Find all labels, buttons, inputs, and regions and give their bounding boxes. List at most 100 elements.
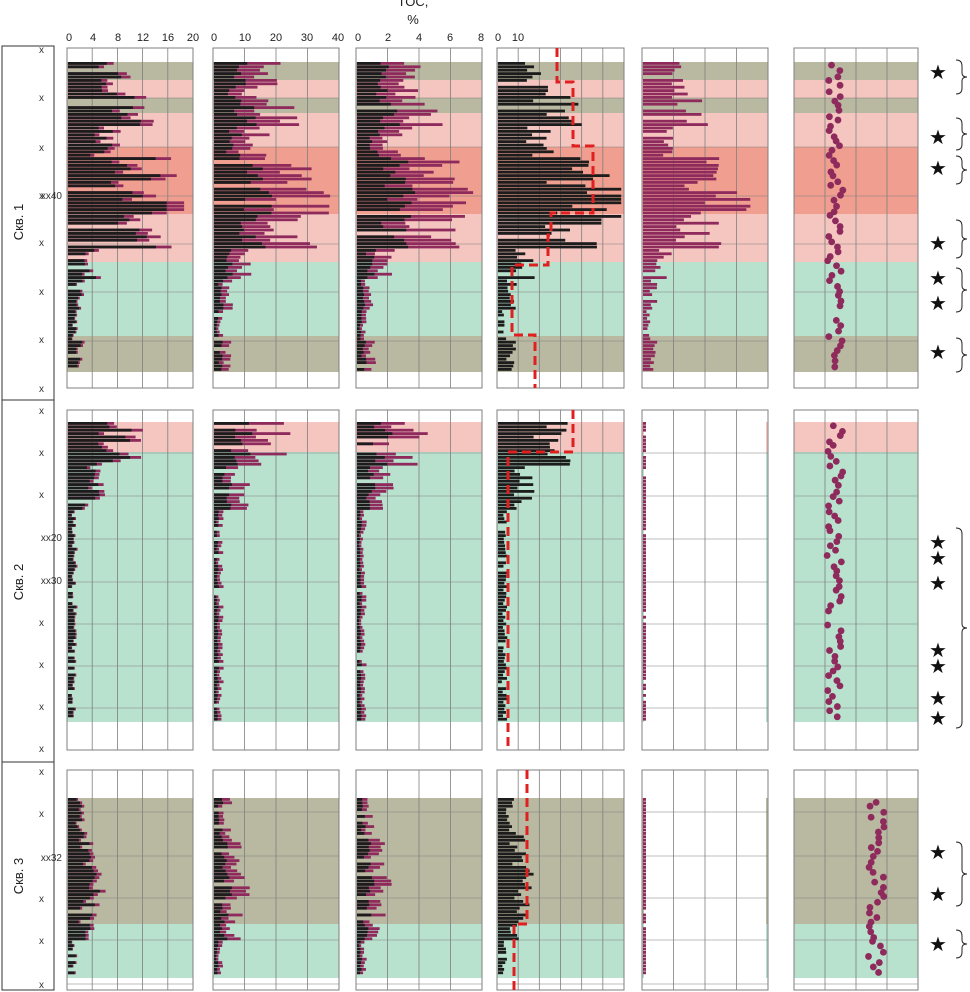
profile-bar-black	[68, 215, 124, 218]
profile-bar-black	[214, 442, 243, 446]
profile-bar	[643, 947, 646, 951]
profile-bar	[643, 215, 692, 218]
profile-bar-black	[357, 571, 361, 575]
profile-bar	[498, 903, 530, 907]
profile-bar	[498, 913, 526, 917]
depth-label: x	[39, 660, 44, 671]
profile-bar	[643, 673, 646, 677]
threshold-line	[506, 410, 575, 750]
sample-point	[830, 196, 838, 204]
profile-bar-black	[357, 225, 384, 228]
profile-bar-black	[68, 507, 83, 510]
profile-bar-black	[357, 687, 361, 690]
profile-bar-black	[68, 75, 122, 79]
profile-bar-black	[68, 961, 76, 964]
profile-bar-black	[68, 544, 72, 548]
profile-bar	[643, 313, 650, 317]
profile-bar	[643, 835, 646, 839]
profile-bar	[498, 238, 566, 242]
profile-bar-black	[68, 677, 74, 680]
sample-point	[865, 953, 872, 960]
profile-bar	[498, 622, 507, 626]
profile-bar-black	[357, 849, 370, 852]
profile-bar-black	[68, 136, 107, 140]
depth-label: xx40	[41, 191, 63, 202]
profile-bar	[643, 714, 646, 718]
profile-bar-purple	[357, 595, 367, 599]
profile-bar-black	[214, 910, 221, 913]
profile-bar	[498, 483, 534, 486]
profile-bar-black	[214, 947, 218, 951]
depth-label: x	[39, 618, 44, 629]
profile-bar	[498, 65, 535, 69]
sample-point	[835, 497, 843, 505]
profile-bar	[643, 266, 661, 269]
profile-bar	[643, 866, 646, 869]
profile-bar-black	[68, 425, 110, 429]
profile-bar-black	[214, 551, 219, 554]
profile-bar	[498, 842, 510, 845]
profile-bar	[643, 636, 646, 639]
profile-bar-black	[68, 283, 76, 286]
profile-bar	[498, 920, 519, 924]
depth-label: x	[39, 894, 44, 905]
profile-bar-black	[68, 344, 81, 347]
sample-point	[833, 488, 841, 496]
sample-point	[829, 172, 837, 180]
profile-bar-black	[357, 821, 363, 825]
profile-bar-black	[214, 75, 235, 79]
profile-bar-black	[214, 191, 269, 194]
profile-bar-black	[357, 143, 370, 147]
profile-bar-black	[214, 876, 230, 879]
profile-bar-black	[68, 334, 73, 337]
profile-bar-black	[357, 422, 381, 425]
profile-bar	[643, 811, 646, 815]
well2-column-4	[496, 409, 625, 751]
profile-bar-black	[214, 109, 235, 113]
top-axis-ticks: 0 4 8 12 16 20 0 10 20 30 40 0 2 4 6 8 0…	[66, 32, 524, 44]
profile-bar	[643, 327, 648, 330]
profile-bar-black	[68, 79, 102, 82]
sample-point	[825, 333, 833, 340]
profile-bar-black	[68, 934, 86, 937]
profile-bar-purple	[357, 700, 363, 704]
profile-bar	[498, 184, 586, 188]
profile-bar-black	[68, 96, 135, 99]
profile-bar	[643, 479, 646, 483]
profile-bar	[498, 957, 507, 961]
profile-bar-black	[68, 855, 91, 859]
profile-bar-black	[357, 102, 391, 106]
profile-bar-black	[68, 228, 140, 232]
profile-bar-black	[214, 344, 222, 347]
sample-point	[872, 798, 880, 806]
profile-bar-black	[357, 310, 362, 313]
profile-bar-black	[68, 452, 120, 456]
profile-bar-black	[357, 75, 386, 79]
profile-bar-black	[357, 116, 384, 120]
profile-bar	[498, 585, 507, 588]
profile-bar-black	[68, 235, 147, 239]
profile-bar-black	[214, 670, 217, 673]
sample-point	[866, 802, 874, 810]
sample-point	[836, 432, 844, 439]
profile-bar	[498, 869, 530, 873]
well2-column-5	[641, 409, 769, 751]
profile-bar-black	[68, 439, 131, 442]
sample-point	[875, 834, 883, 842]
profile-bar-black	[357, 330, 362, 334]
sample-point	[836, 142, 843, 150]
sample-point	[825, 88, 833, 96]
profile-bar-black	[214, 323, 217, 327]
profile-bar	[498, 109, 565, 113]
sample-point	[875, 969, 882, 976]
profile-bar-black	[357, 96, 387, 99]
profile-bar-black	[68, 164, 128, 167]
star-marker: ★	[929, 342, 947, 364]
profile-bar	[498, 507, 517, 510]
profile-bar	[643, 123, 708, 126]
profile-bar-black	[68, 503, 86, 507]
profile-bar	[498, 364, 514, 368]
profile-bar-black	[68, 479, 90, 483]
profile-bar	[643, 340, 658, 344]
profile-bar-black	[214, 198, 246, 201]
